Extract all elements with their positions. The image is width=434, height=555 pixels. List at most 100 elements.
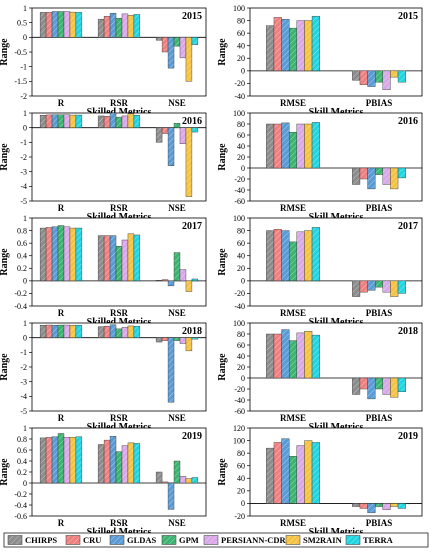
bar-gpm-nse (173, 460, 181, 484)
y-tick-label: -60 (234, 407, 245, 416)
bar-sm2rain-r (69, 227, 77, 282)
bar-sm2rain-nse (185, 337, 193, 352)
bar-sm2rain-pbias (390, 377, 399, 398)
y-axis-title: Range (217, 353, 228, 381)
bar-persiann-cdr-r (63, 324, 71, 338)
legend-item-cru: CRU (65, 535, 101, 545)
bar-terra-nse (191, 37, 199, 45)
bar-persiann-cdr-rmse (296, 123, 305, 169)
bar-cru-nse (161, 337, 169, 341)
y-tick-label: 0 (241, 164, 245, 173)
x-category-label: PBIAS (366, 98, 393, 108)
bar-chirps-rmse (266, 447, 275, 504)
bar-gpm-rmse (288, 132, 298, 169)
y-tick-label: 20 (237, 363, 245, 372)
legend-swatch (65, 535, 81, 545)
bar-gldas-rsr (109, 13, 117, 38)
x-category-label: NSE (168, 203, 186, 213)
y-tick-label: -0.4 (14, 302, 27, 311)
x-axis-title: Skilled Metrics (87, 317, 152, 328)
bar-cru-rmse (273, 442, 282, 504)
bar-gldas-pbias (367, 503, 376, 514)
legend-swatch (7, 535, 23, 545)
bar-cru-r (45, 12, 53, 38)
bar-chirps-pbias (352, 377, 361, 395)
x-category-label: R (58, 98, 65, 108)
y-tick-label: -20 (234, 175, 245, 184)
legend-swatch (345, 535, 361, 545)
y-tick-label: -5 (20, 197, 27, 206)
bar-gldas-nse (167, 37, 175, 69)
x-category-label: RSR (110, 518, 129, 528)
x-category-label: RSR (110, 308, 129, 318)
x-category-label: NSE (168, 98, 186, 108)
x-category-label: PBIAS (366, 308, 393, 318)
bar-sm2rain-pbias (390, 503, 399, 507)
bar-gldas-r (51, 226, 59, 282)
x-category-label: RMSE (280, 203, 306, 213)
bar-persiann-cdr-rsr (121, 239, 129, 282)
bar-cru-pbias (359, 280, 368, 293)
y-axis-title: Range (0, 458, 10, 486)
y-tick-label: 1 (23, 424, 27, 433)
bar-gldas-rsr (109, 324, 117, 338)
y-tick-label: 0 (241, 67, 245, 76)
bar-gpm-rmse (288, 241, 298, 282)
year-label: 2016 (182, 116, 202, 127)
chart-panel-2017-skilled: 1 0.8 0.6 0.4 0.2 0 -0.2 -0.4 R RSR NSE 2017 Skilled… (0, 214, 207, 328)
bar-gldas-pbias (367, 280, 376, 291)
bar-persiann-cdr-rmse (296, 20, 305, 72)
bar-persiann-cdr-nse (179, 337, 187, 344)
y-tick-label: -40 (234, 396, 245, 405)
bar-persiann-cdr-nse (179, 269, 187, 282)
x-category-label: R (58, 518, 65, 528)
bar-chirps-nse (155, 280, 163, 282)
bar-terra-pbias (397, 70, 406, 83)
legend-item-terra: TERRA (345, 535, 394, 545)
bar-terra-rsr (133, 326, 141, 338)
bar-cru-rsr (103, 16, 111, 38)
y-tick-label: 40 (237, 352, 245, 361)
bar-cru-rmse (273, 229, 282, 282)
y-tick-label: 0 (23, 33, 27, 42)
y-tick-label: 1 (23, 319, 27, 328)
bar-gpm-pbias (374, 280, 384, 288)
bar-sm2rain-rsr (127, 442, 135, 484)
y-tick-label: -40 (234, 302, 245, 311)
y-tick-label: 80 (237, 16, 245, 25)
bar-sm2rain-rsr (127, 233, 135, 282)
bar-gldas-rmse (281, 122, 290, 169)
x-axis-title: Skill Metrics (309, 422, 364, 433)
bar-terra-pbias (397, 503, 406, 509)
legend-label: CHIRPS (25, 535, 57, 545)
legend-label: CRU (83, 535, 101, 545)
legend-item-persiann-cdr: PERSIANN-CDR (203, 535, 287, 545)
legend-label: GPM (179, 535, 199, 545)
bar-cru-rsr (103, 235, 111, 282)
x-axis-title: Skill Metrics (309, 317, 364, 328)
y-tick-label: 40 (237, 252, 245, 261)
y-tick-label: 60 (237, 239, 245, 248)
y-tick-label: 80 (237, 120, 245, 129)
y-tick-label: 0 (23, 123, 27, 132)
bar-persiann-cdr-r (63, 226, 71, 282)
y-axis-title: Range (0, 38, 10, 66)
bar-gpm-r (57, 324, 65, 338)
bar-cru-rsr (103, 326, 111, 338)
bar-sm2rain-rmse (304, 20, 313, 72)
bar-gldas-pbias (367, 70, 376, 87)
bar-sm2rain-nse (185, 280, 193, 292)
x-category-label: RSR (110, 413, 129, 423)
bar-sm2rain-rmse (304, 440, 313, 504)
bar-terra-rsr (133, 443, 141, 484)
bar-terra-pbias (397, 167, 406, 179)
bar-persiann-cdr-pbias (382, 503, 391, 510)
bar-gpm-r (57, 433, 65, 484)
y-tick-label: 20 (237, 487, 245, 496)
bar-cru-rsr (103, 439, 111, 484)
bar-persiann-cdr-r (63, 114, 71, 128)
chart-panel-2016-skilled: 1 0 -1 -2 -3 -4 -5 R RSR NSE 2016 Skilled Metrics Ra… (0, 109, 207, 223)
bar-chirps-rmse (266, 230, 275, 282)
bar-sm2rain-nse (185, 127, 193, 197)
